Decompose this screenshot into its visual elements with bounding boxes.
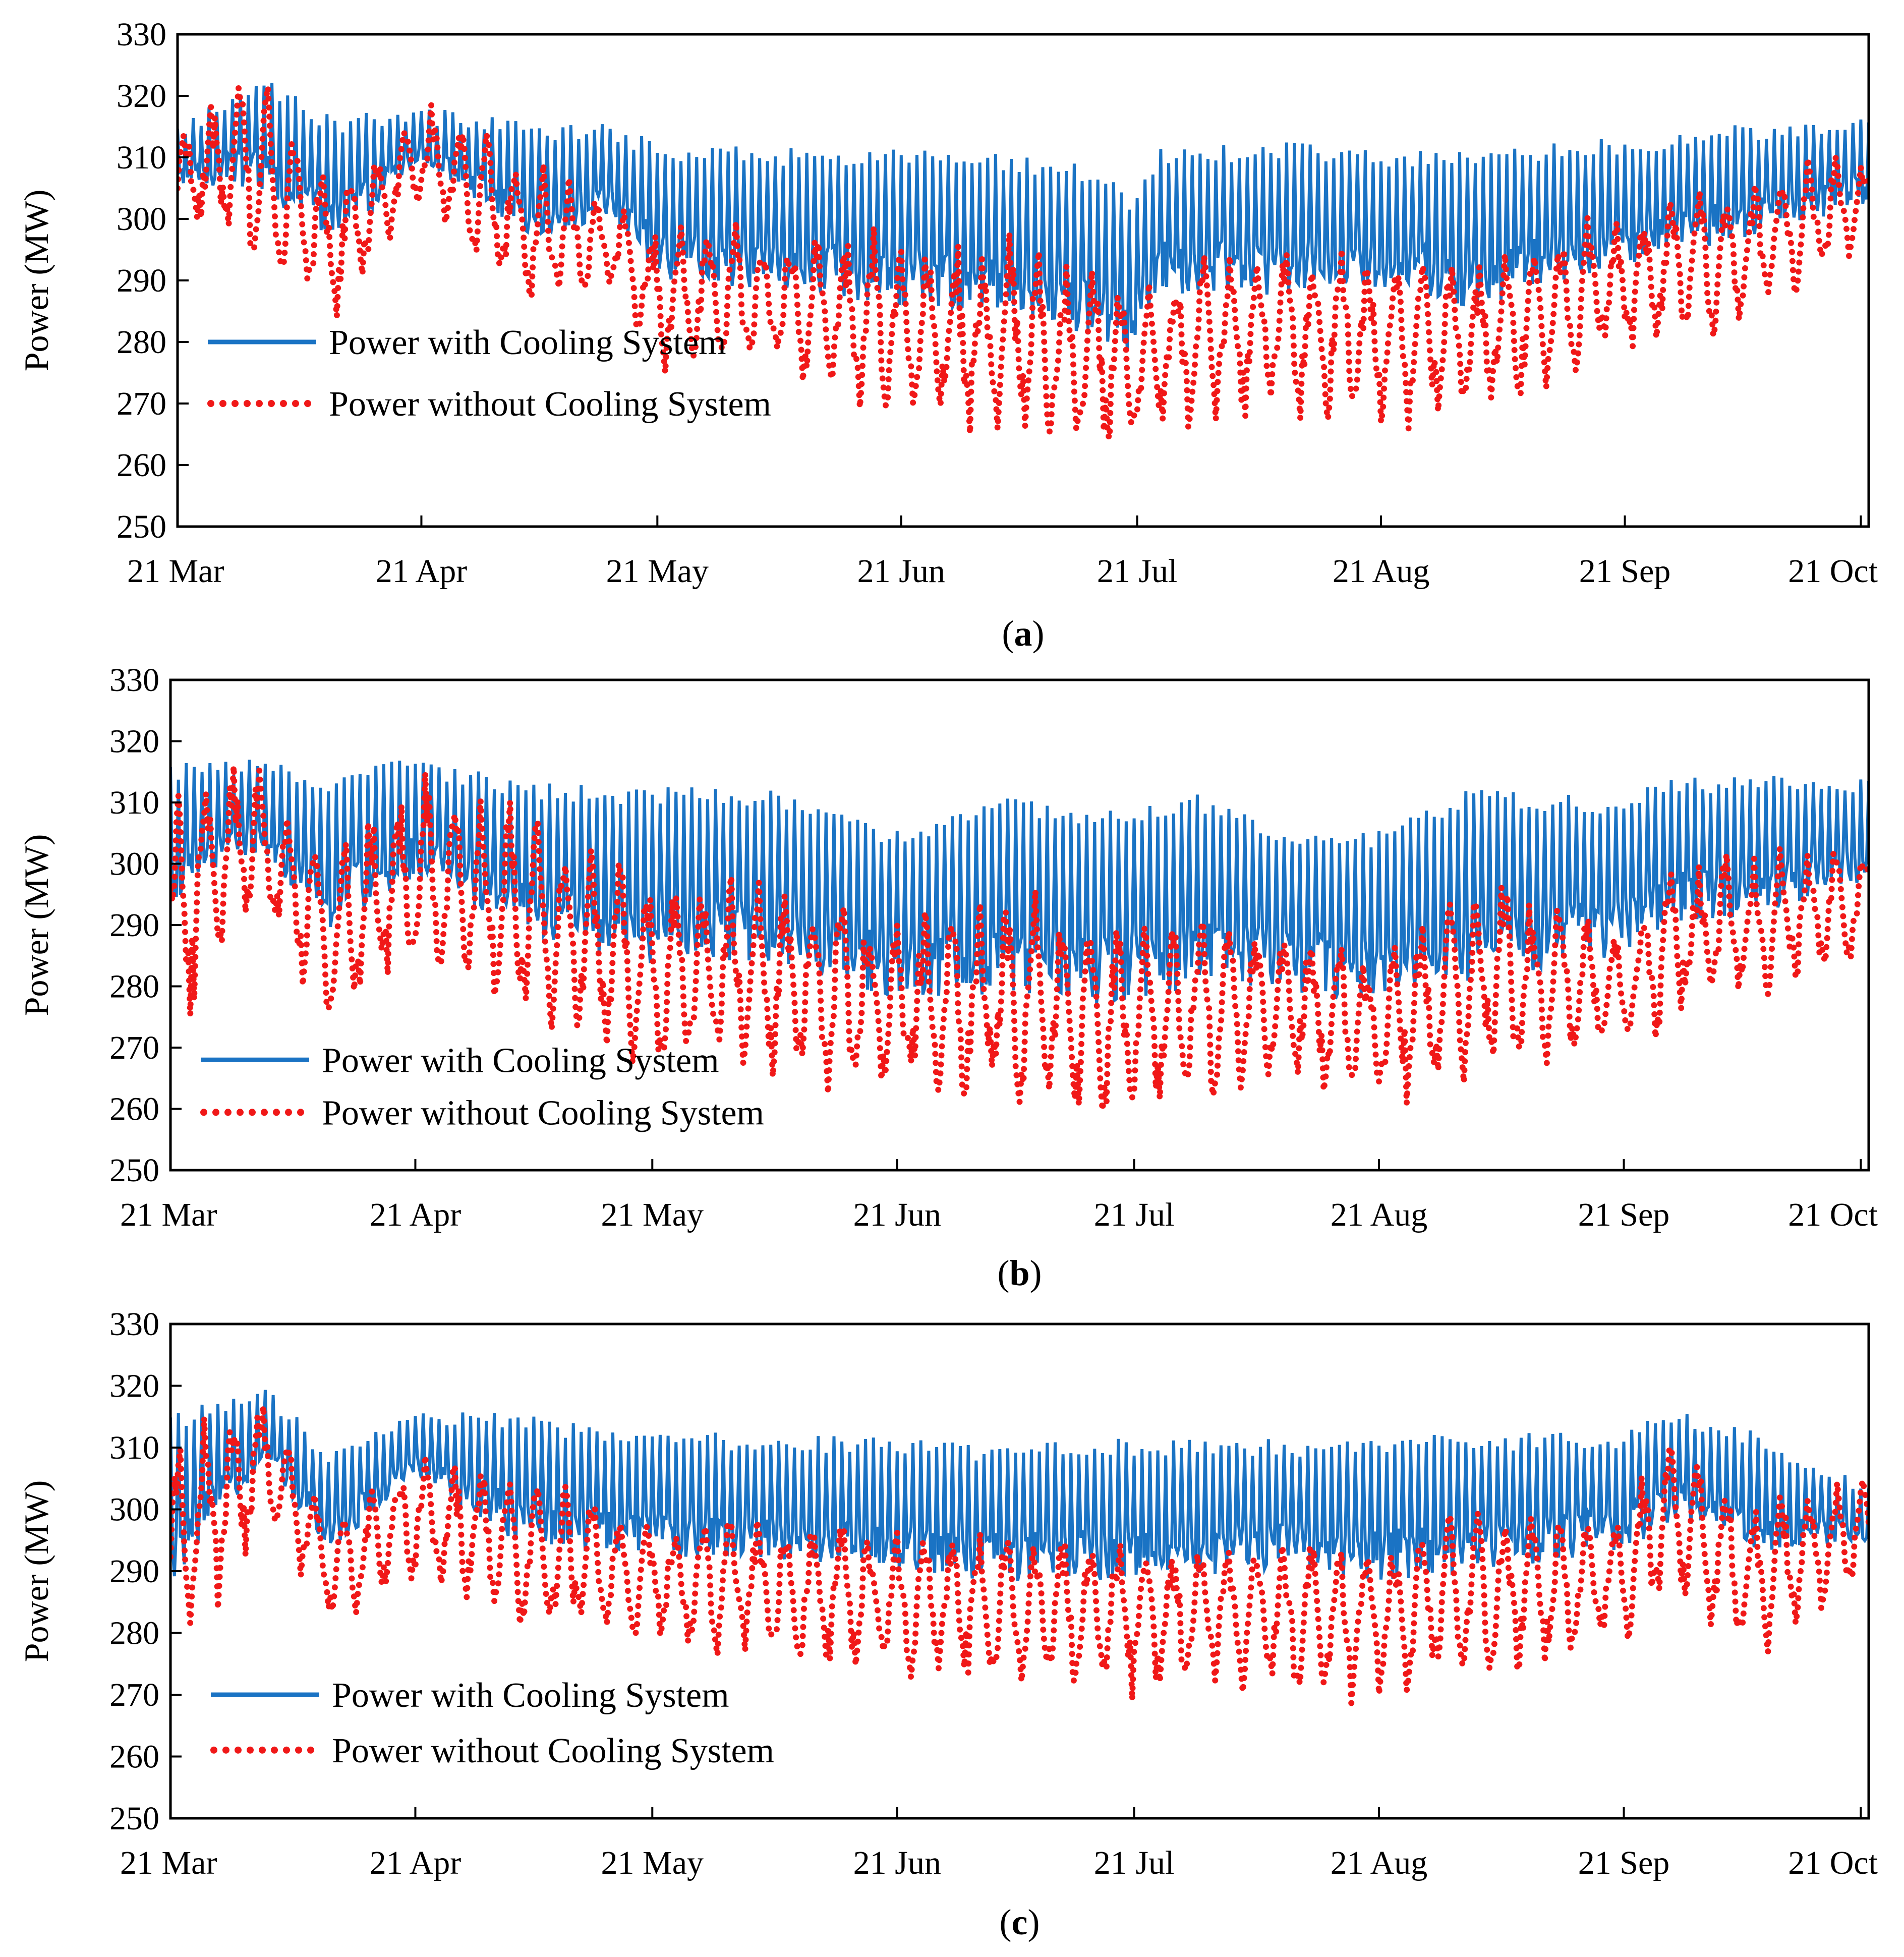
y-tick-label: 270 <box>109 1029 159 1066</box>
y-tick-label: 250 <box>109 1152 159 1189</box>
y-tick-label: 300 <box>109 846 159 883</box>
x-tick-label: 21 Oct <box>1788 553 1878 590</box>
y-axis-label: Power (MW) <box>17 834 55 1016</box>
legend: Power with Cooling System Power without C… <box>200 1041 764 1132</box>
x-tick-label: 21 Aug <box>1333 553 1430 590</box>
chart-panel-c: 250 260 270 280 290 300 310 320 330 21 Mar 21 Apr 2… <box>17 1306 1878 1942</box>
y-tick-label: 250 <box>109 1800 159 1837</box>
x-tick-label: 21 Jun <box>853 1845 941 1881</box>
y-tick-label: 310 <box>109 784 159 821</box>
y-tick-label: 290 <box>109 907 159 944</box>
legend-label-with-cooling: Power with Cooling System <box>332 1676 729 1715</box>
y-tick-label: 300 <box>117 201 166 238</box>
plot-area <box>170 760 1869 1111</box>
y-tick-label: 260 <box>109 1739 159 1775</box>
y-tick-label: 310 <box>117 139 166 176</box>
x-tick-label: 21 Mar <box>120 1845 217 1881</box>
x-tick-label: 21 Aug <box>1331 1845 1428 1881</box>
y-tick-label: 250 <box>117 508 166 545</box>
y-axis-label: Power (MW) <box>17 1480 55 1662</box>
y-tick-label: 320 <box>109 723 159 760</box>
y-tick-label: 290 <box>109 1553 159 1590</box>
x-tick-label: 21 Oct <box>1788 1845 1878 1881</box>
chart-panel-b: 250 260 270 280 290 300 310 320 330 21 Mar 21 Apr 2… <box>17 662 1878 1293</box>
y-tick-label: 260 <box>109 1091 159 1128</box>
y-tick-label: 320 <box>109 1368 159 1405</box>
legend: Power with Cooling System Power without C… <box>207 323 771 424</box>
chart-panel-a: 250 260 270 280 290 300 310 320 330 21 Mar 21 Apr 2… <box>17 16 1878 654</box>
series-without-cooling-line <box>178 86 1869 440</box>
x-tick-label: 21 Sep <box>1579 553 1671 590</box>
x-tick-label: 21 Sep <box>1578 1845 1670 1881</box>
series-without-cooling-line <box>170 766 1869 1111</box>
legend-label-without-cooling: Power without Cooling System <box>322 1093 764 1132</box>
y-tick-label: 300 <box>109 1491 159 1528</box>
legend-label-without-cooling: Power without Cooling System <box>329 385 771 424</box>
x-tick-label: 21 Jun <box>857 553 945 590</box>
plot-area <box>178 83 1869 440</box>
y-tick-label: 320 <box>117 78 166 114</box>
y-tick-label: 260 <box>117 447 166 484</box>
panel-caption: (a) <box>1002 613 1045 654</box>
y-tick-label: 330 <box>109 662 159 699</box>
y-tick-label: 270 <box>109 1677 159 1713</box>
x-tick-label: 21 Jul <box>1097 553 1178 590</box>
series-without-cooling-line <box>170 1406 1869 1704</box>
x-tick-label: 21 May <box>606 553 709 590</box>
panel-caption: (c) <box>1000 1902 1040 1942</box>
y-tick-label: 290 <box>117 262 166 299</box>
y-axis-label: Power (MW) <box>17 190 55 372</box>
x-tick-label: 21 Apr <box>370 1196 461 1233</box>
x-tick-label: 21 Sep <box>1578 1196 1670 1233</box>
x-tick-label: 21 May <box>601 1196 704 1233</box>
legend: Power with Cooling System Power without C… <box>210 1676 774 1770</box>
y-tick-label: 280 <box>109 968 159 1005</box>
x-tick-label: 21 Mar <box>120 1196 217 1233</box>
x-tick-label: 21 Jun <box>853 1196 941 1233</box>
y-tick-label: 310 <box>109 1429 159 1466</box>
legend-label-with-cooling: Power with Cooling System <box>329 323 726 362</box>
x-tick-label: 21 Jul <box>1094 1196 1175 1233</box>
x-tick-label: 21 Aug <box>1331 1196 1428 1233</box>
y-tick-label: 330 <box>109 1306 159 1343</box>
x-tick-label: 21 Apr <box>370 1845 461 1881</box>
x-tick-label: 21 Oct <box>1788 1196 1878 1233</box>
plot-area <box>170 1390 1869 1704</box>
x-tick-label: 21 Jul <box>1094 1845 1175 1881</box>
y-tick-label: 270 <box>117 385 166 422</box>
legend-label-with-cooling: Power with Cooling System <box>322 1041 719 1080</box>
y-tick-label: 280 <box>117 324 166 361</box>
panels: 250 260 270 280 290 300 310 320 330 21 Mar 21 Apr 2… <box>17 16 1878 1942</box>
x-tick-label: 21 Mar <box>127 553 224 590</box>
y-tick-label: 330 <box>117 16 166 53</box>
x-tick-label: 21 May <box>601 1845 704 1881</box>
y-tick-label: 280 <box>109 1615 159 1652</box>
panel-caption: (b) <box>997 1253 1042 1293</box>
x-tick-label: 21 Apr <box>376 553 468 590</box>
legend-label-without-cooling: Power without Cooling System <box>332 1732 774 1770</box>
